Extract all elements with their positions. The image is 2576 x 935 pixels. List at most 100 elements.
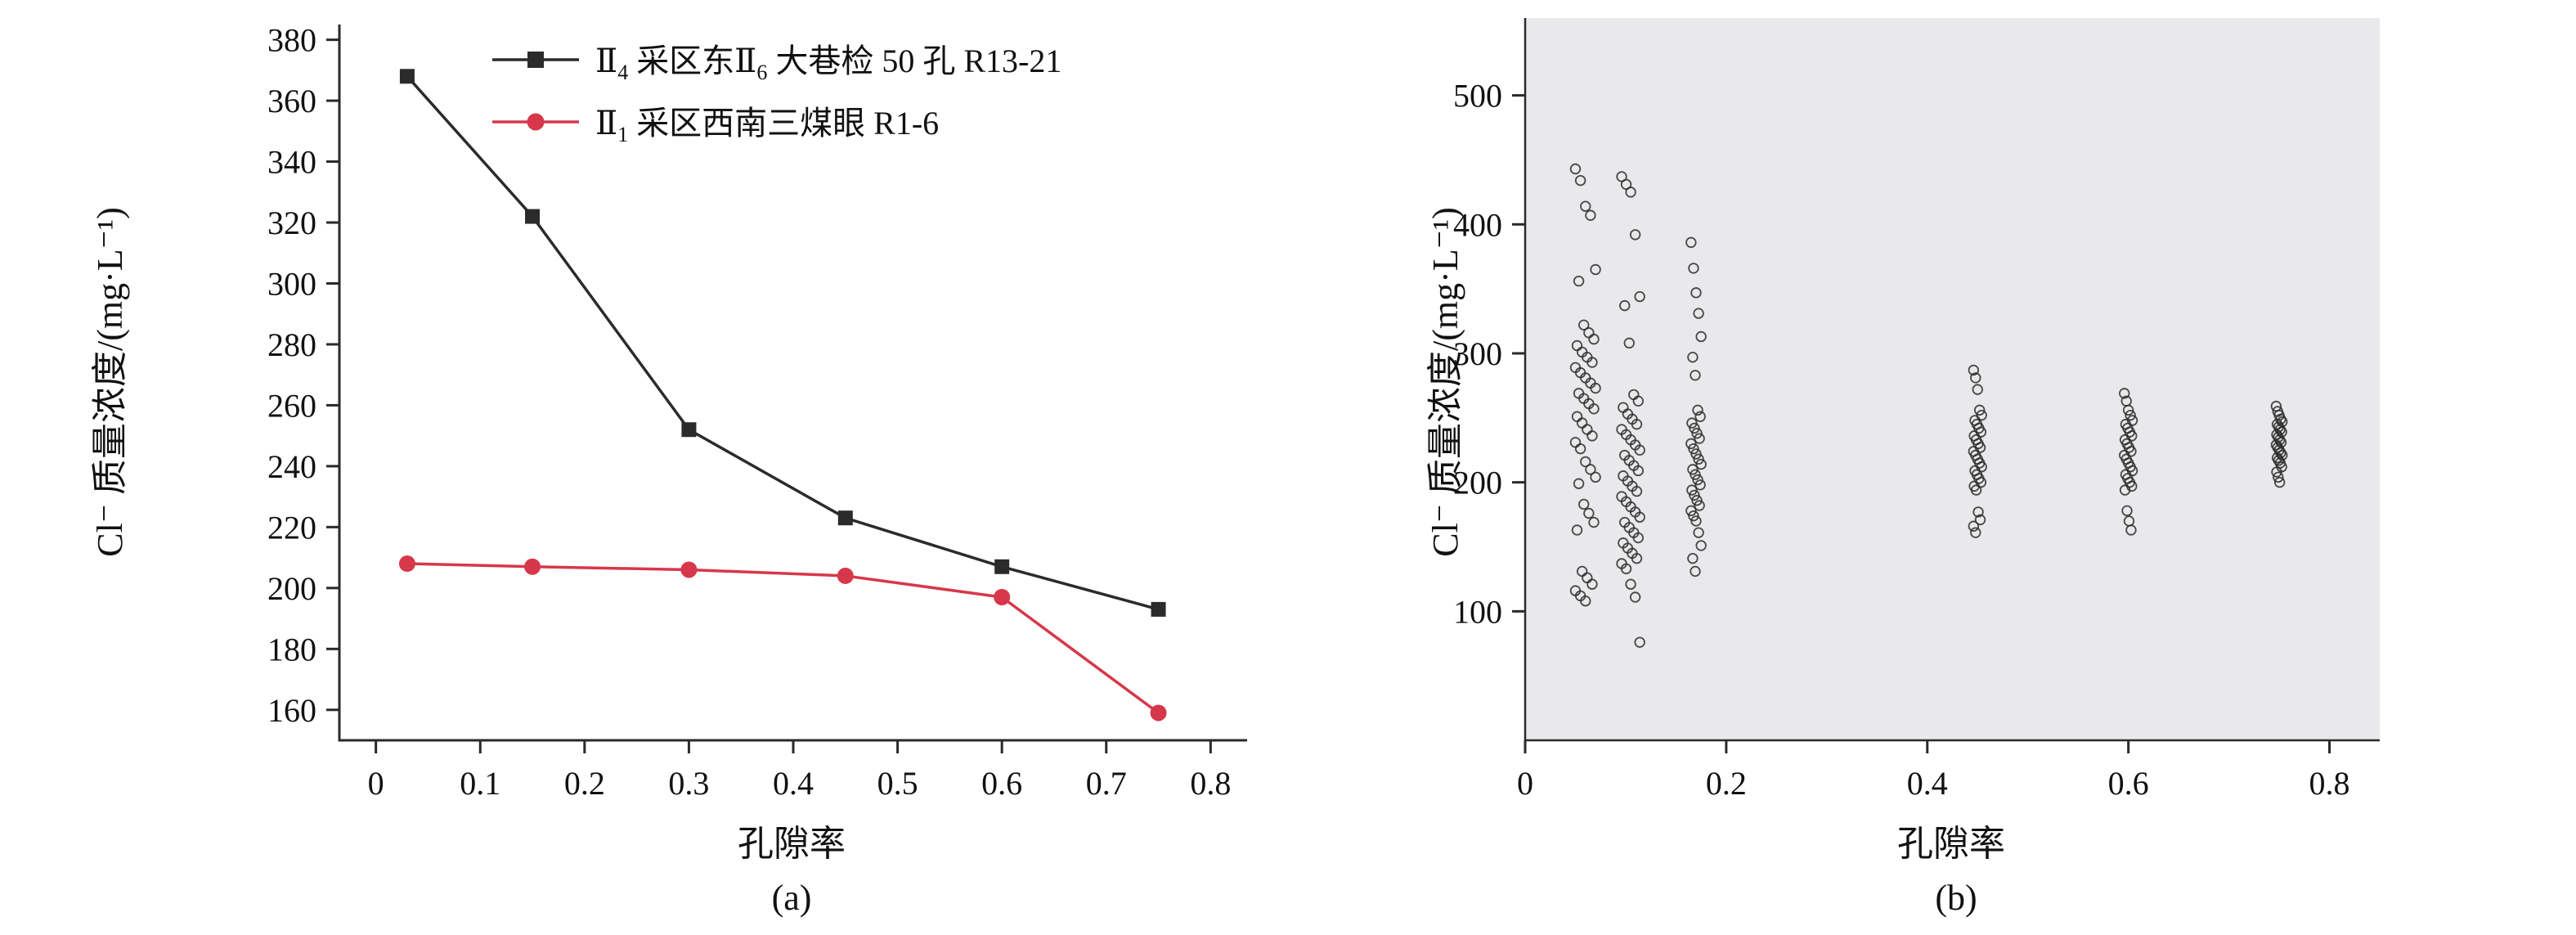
- panel-caption-b: (b): [1935, 878, 1977, 918]
- plot-background: [1525, 18, 2380, 740]
- x-tick-label: 0.6: [2108, 765, 2149, 802]
- scatter-point: [1578, 319, 1590, 330]
- scatter-point: [1574, 174, 1586, 187]
- data-point-circle: [398, 555, 415, 573]
- scatter-point: [1634, 511, 1645, 523]
- scatter-point: [1690, 370, 1701, 381]
- legend-label-subscript: 1: [617, 123, 629, 146]
- x-tick-label: 0.7: [1086, 765, 1127, 802]
- y-tick-label: 360: [267, 83, 316, 119]
- scatter-point: [1690, 515, 1702, 527]
- y-axis-label-b: Cl⁻ 质量浓度/(mg·L⁻¹): [1425, 207, 1465, 557]
- legend-label-text: 采区西南三煤眼 R1-6: [628, 105, 940, 142]
- legend-label: Ⅱ1 采区西南三煤眼 R1-6: [595, 97, 939, 147]
- scatter-point: [1690, 565, 1701, 578]
- scatter-point: [1580, 456, 1591, 468]
- scatter-point: [1689, 422, 1700, 434]
- scatter-point: [1620, 563, 1632, 574]
- scatter-point: [1685, 236, 1697, 249]
- chart-panel-a: 160 180 200 220 240 260 280 300 320 340 360 380 0 0.1…: [267, 22, 1247, 802]
- scatter-point: [1694, 433, 1705, 444]
- scatter-point: [2273, 471, 2284, 483]
- x-tick-label: 0: [368, 765, 384, 802]
- x-tick-label: 0.2: [564, 765, 605, 802]
- y-tick-label: 200: [1453, 465, 1502, 501]
- scatter-point: [1685, 505, 1697, 517]
- y-tick-label: 200: [267, 570, 316, 607]
- scatter-point: [1693, 527, 1704, 538]
- scatter-point: [1631, 485, 1643, 497]
- y-tick-label: 300: [267, 265, 316, 302]
- data-point-circle: [1150, 704, 1167, 721]
- legend-label-subscript: 4: [617, 61, 629, 84]
- scatter-point: [1968, 520, 1980, 532]
- x-tick-label: 0: [1517, 765, 1533, 802]
- scatter-point: [1632, 465, 1645, 477]
- scatter-point: [1685, 438, 1697, 450]
- series-line: [406, 75, 1160, 611]
- scatter-point: [1690, 448, 1702, 460]
- y-tick-label: 220: [267, 509, 316, 546]
- scatter-point: [1976, 409, 1987, 421]
- scatter-point: [1585, 209, 1596, 221]
- y-tick-label: 240: [267, 448, 316, 485]
- legend-label-text: Ⅱ: [595, 105, 618, 142]
- x-tick-label: 0.6: [981, 765, 1022, 802]
- scatter-point: [1687, 351, 1699, 363]
- x-tick-label: 0.4: [1907, 765, 1948, 802]
- scatter-point: [2119, 388, 2130, 399]
- scatter-point: [2121, 505, 2133, 517]
- scatter-point: [1623, 337, 1635, 349]
- scatter-point: [1694, 411, 1706, 422]
- scatter-point: [1972, 506, 1984, 518]
- scatter-point: [1968, 364, 1980, 376]
- scatter-point: [1688, 510, 1699, 522]
- legend-label: Ⅱ4 采区东Ⅱ6 大巷检 50 孔 R13-21: [595, 34, 1061, 85]
- series-line: [406, 562, 1160, 714]
- data-point-circle: [680, 561, 698, 578]
- scatter-point: [1694, 479, 1706, 491]
- scatter-point: [1691, 428, 1703, 439]
- scatter-point: [1693, 453, 1704, 465]
- scatter-point: [1687, 464, 1699, 475]
- y-tick-label: 320: [267, 205, 316, 241]
- axes-spines: [338, 25, 1247, 742]
- y-tick-label: 300: [1453, 335, 1502, 372]
- scatter-point: [1632, 395, 1645, 407]
- legend-marker-square-icon: [492, 52, 579, 68]
- x-tick-label: 0.8: [2309, 765, 2350, 802]
- y-tick-label: 500: [1453, 78, 1502, 115]
- scatter-point: [1695, 540, 1707, 551]
- scatter-point: [1586, 357, 1598, 368]
- scatter-point: [1691, 495, 1703, 506]
- scatter-point: [2271, 466, 2282, 478]
- data-point-circle: [994, 589, 1011, 605]
- chart-panel-b: 100 200 300 400 500 0 0.2 0.4 0.6 0.8: [1453, 18, 2380, 802]
- x-tick-label: 0.1: [460, 765, 500, 802]
- x-axis-label-b: 孔隙率: [1897, 824, 2005, 864]
- y-tick-label: 340: [267, 144, 316, 181]
- scatter-point: [1695, 330, 1707, 343]
- data-point-square: [681, 422, 697, 438]
- scatter-point: [1632, 532, 1645, 544]
- scatter-point: [2122, 404, 2134, 416]
- legend-marker-circle-icon: [492, 113, 579, 131]
- scatter-point: [1634, 290, 1645, 303]
- scatter-point: [2125, 524, 2137, 536]
- y-tick-label: 180: [267, 631, 316, 668]
- scatter-point: [1692, 404, 1703, 416]
- scatter-point: [1588, 403, 1600, 415]
- panel-caption-a: (a): [771, 878, 812, 918]
- data-point-square: [525, 209, 541, 224]
- scatter-point: [2125, 409, 2136, 421]
- scatter-point: [1586, 430, 1598, 442]
- scatter-point: [1629, 229, 1641, 240]
- legend-item: Ⅱ1 采区西南三煤眼 R1-6: [491, 97, 1061, 147]
- scatter-point: [1695, 458, 1707, 470]
- y-tick-label: 260: [267, 387, 316, 424]
- scatter-point: [1573, 275, 1585, 287]
- scatter-point: [1574, 443, 1586, 455]
- scatter-point: [1580, 596, 1591, 607]
- scatter-point: [1974, 514, 1986, 526]
